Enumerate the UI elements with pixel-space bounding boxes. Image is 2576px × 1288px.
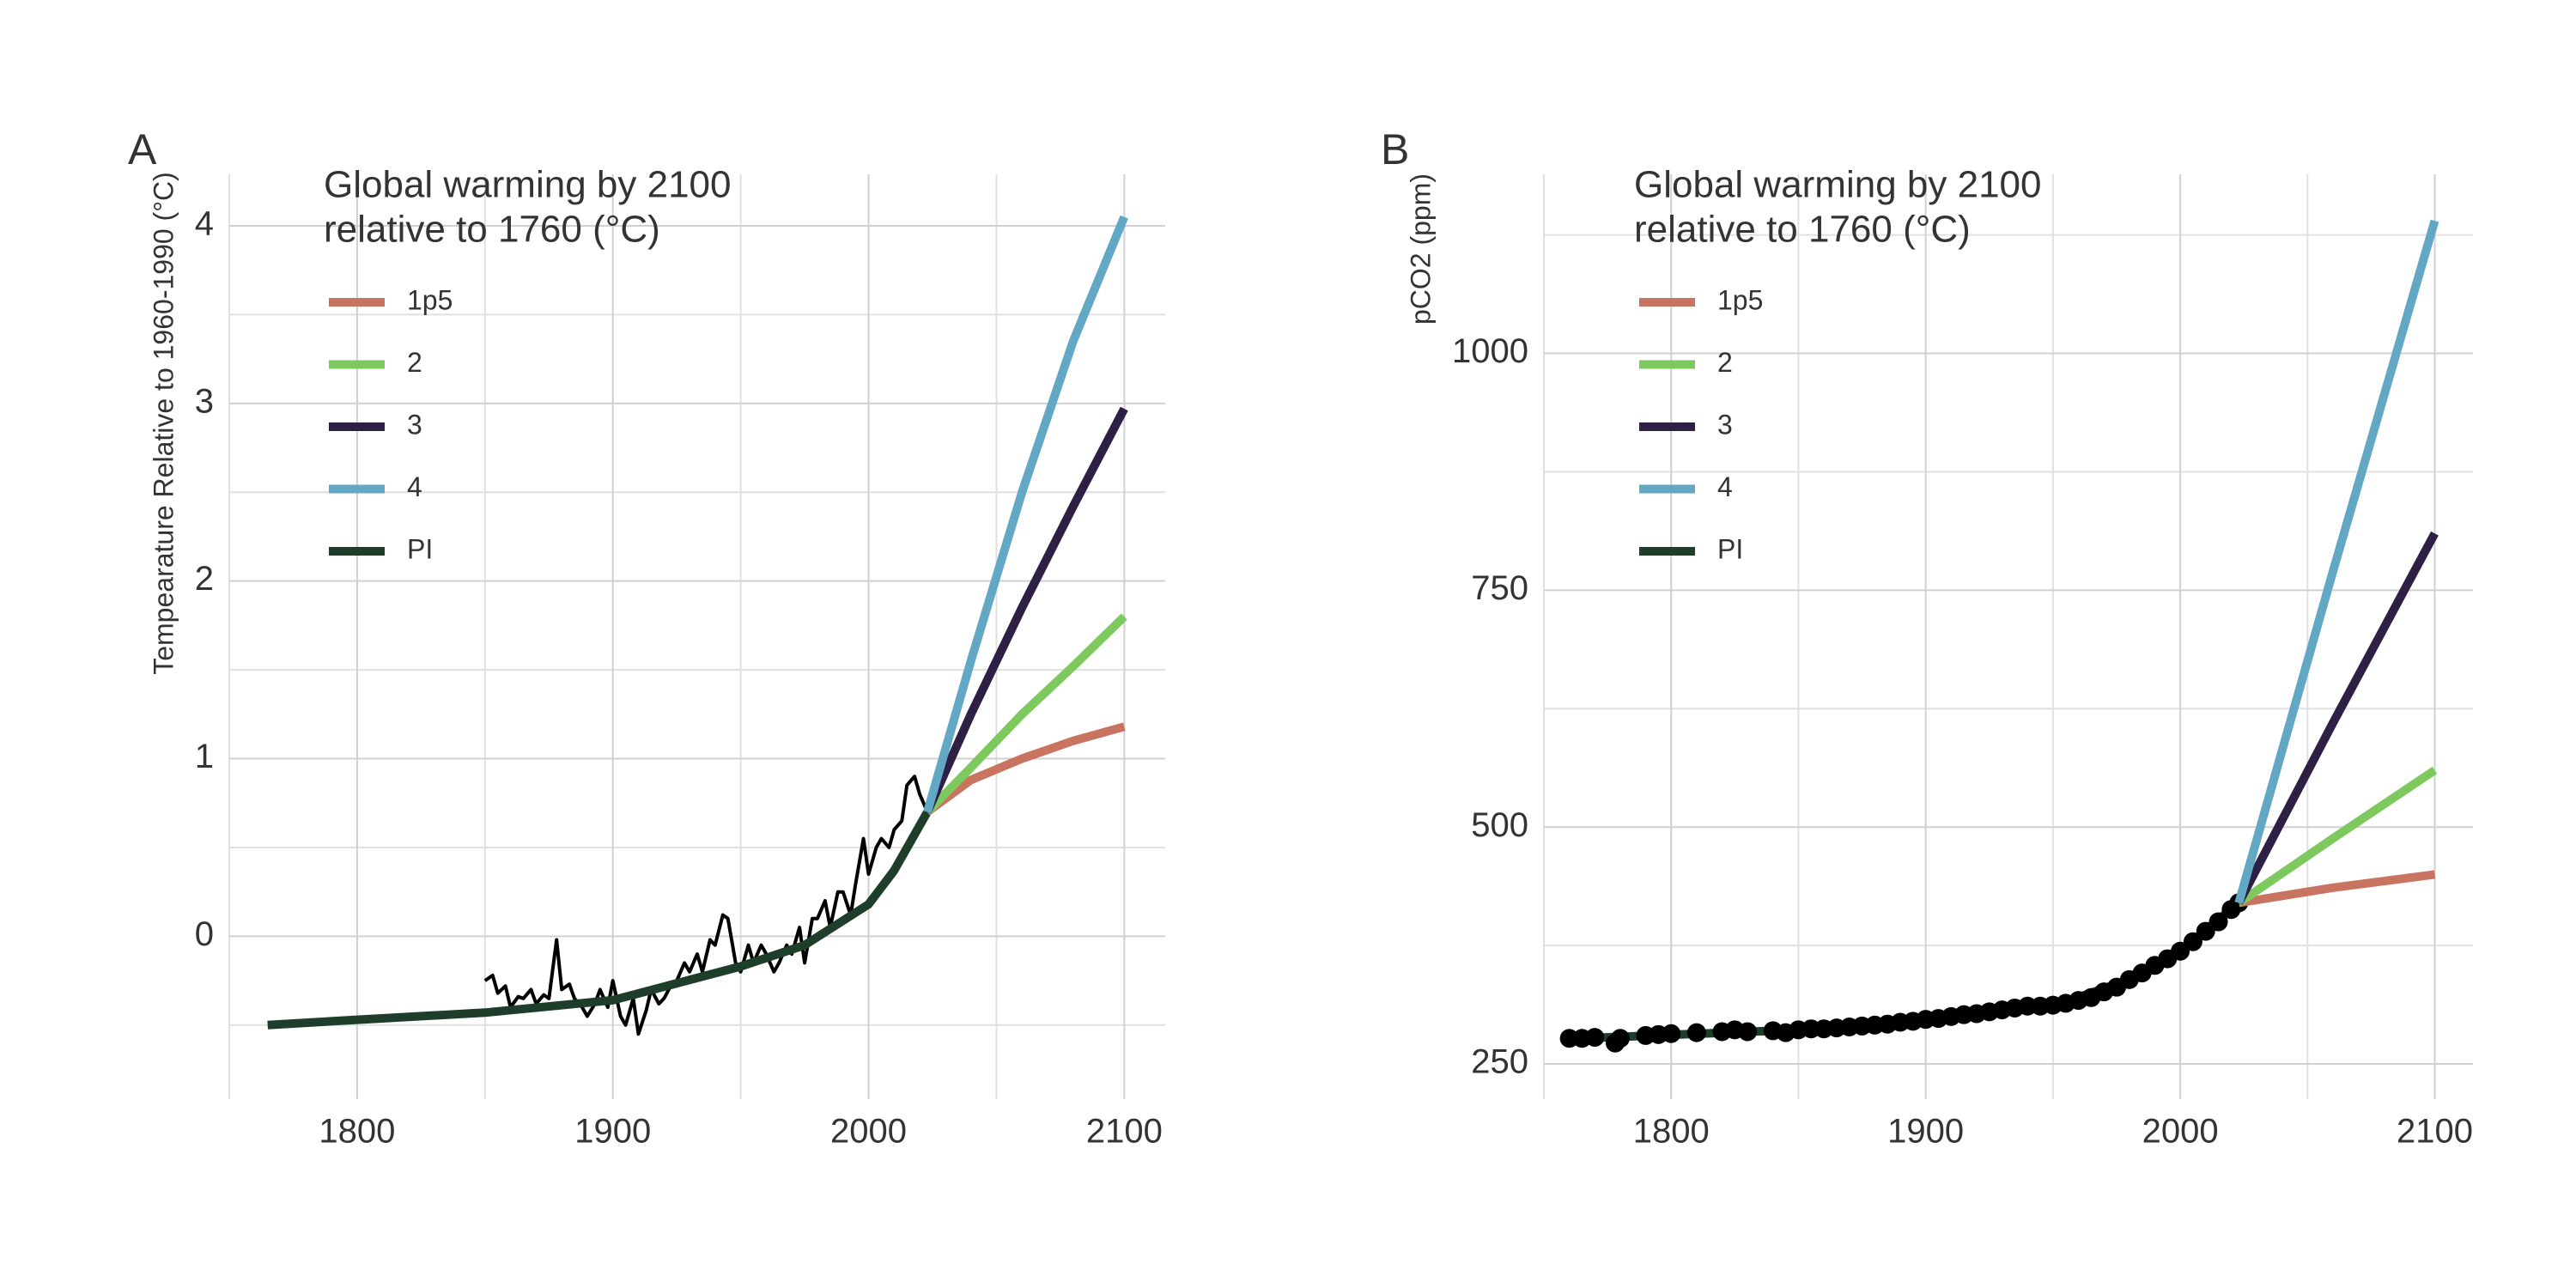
y-tick-label: 4 (195, 205, 214, 243)
series-line (2238, 870, 2436, 908)
y-tick-label: 250 (1471, 1043, 1528, 1081)
x-tick-label: 1800 (319, 1113, 395, 1151)
legend-label: PI (1717, 533, 1743, 564)
legend-title: relative to 1760 (°C) (324, 209, 660, 251)
x-tick-label: 1900 (1887, 1113, 1964, 1151)
y-axis-title: Tempearature Relative to 1960-1990 (°C) (148, 172, 179, 675)
legend-label: 4 (1717, 471, 1733, 502)
y-tick-label: 0 (195, 915, 214, 953)
legend-title: relative to 1760 (°C) (1634, 209, 1971, 251)
legend-label: 3 (407, 409, 422, 440)
data-point (1738, 1022, 1758, 1042)
series-line (924, 613, 1127, 816)
data-point (1686, 1023, 1706, 1042)
data-point (1610, 1029, 1630, 1048)
legend-label: 1p5 (1717, 284, 1763, 315)
legend-label: 3 (1717, 409, 1733, 440)
x-tick-label: 1800 (1633, 1113, 1710, 1151)
x-tick-label: 2100 (2397, 1113, 2473, 1151)
series-line (483, 775, 929, 1036)
series-line (923, 406, 1128, 814)
y-tick-label: 3 (195, 382, 214, 420)
y-axis-title: pCO2 (ppm) (1405, 173, 1436, 325)
series-line (2234, 531, 2439, 905)
legend-label: 4 (407, 471, 422, 502)
series-line (925, 722, 1126, 816)
y-tick-label: 500 (1471, 806, 1528, 844)
x-tick-label: 1900 (574, 1113, 651, 1151)
x-tick-label: 2100 (1086, 1113, 1163, 1151)
legend-label: 1p5 (407, 284, 453, 315)
series-line (923, 215, 1128, 813)
y-tick-label: 1 (195, 738, 214, 775)
panel-label: A (128, 125, 157, 173)
data-point (2208, 912, 2228, 932)
series-line (2234, 219, 2439, 904)
y-tick-label: 750 (1471, 569, 1528, 607)
series-line (267, 810, 932, 1030)
legend-label: PI (407, 533, 433, 564)
x-tick-label: 2000 (2142, 1113, 2219, 1151)
x-tick-label: 2000 (830, 1113, 907, 1151)
data-point (1585, 1028, 1605, 1048)
legend-label: 2 (1717, 347, 1733, 378)
data-point (2183, 932, 2202, 951)
y-tick-label: 2 (195, 560, 214, 598)
legend-title: Global warming by 2100 (324, 164, 731, 206)
panel-label: B (1381, 125, 1409, 173)
series-line (2236, 766, 2438, 907)
legend-title: Global warming by 2100 (1634, 164, 2041, 206)
y-tick-label: 1000 (1452, 332, 1528, 370)
legend-label: 2 (407, 347, 422, 378)
data-point (1662, 1024, 1681, 1043)
